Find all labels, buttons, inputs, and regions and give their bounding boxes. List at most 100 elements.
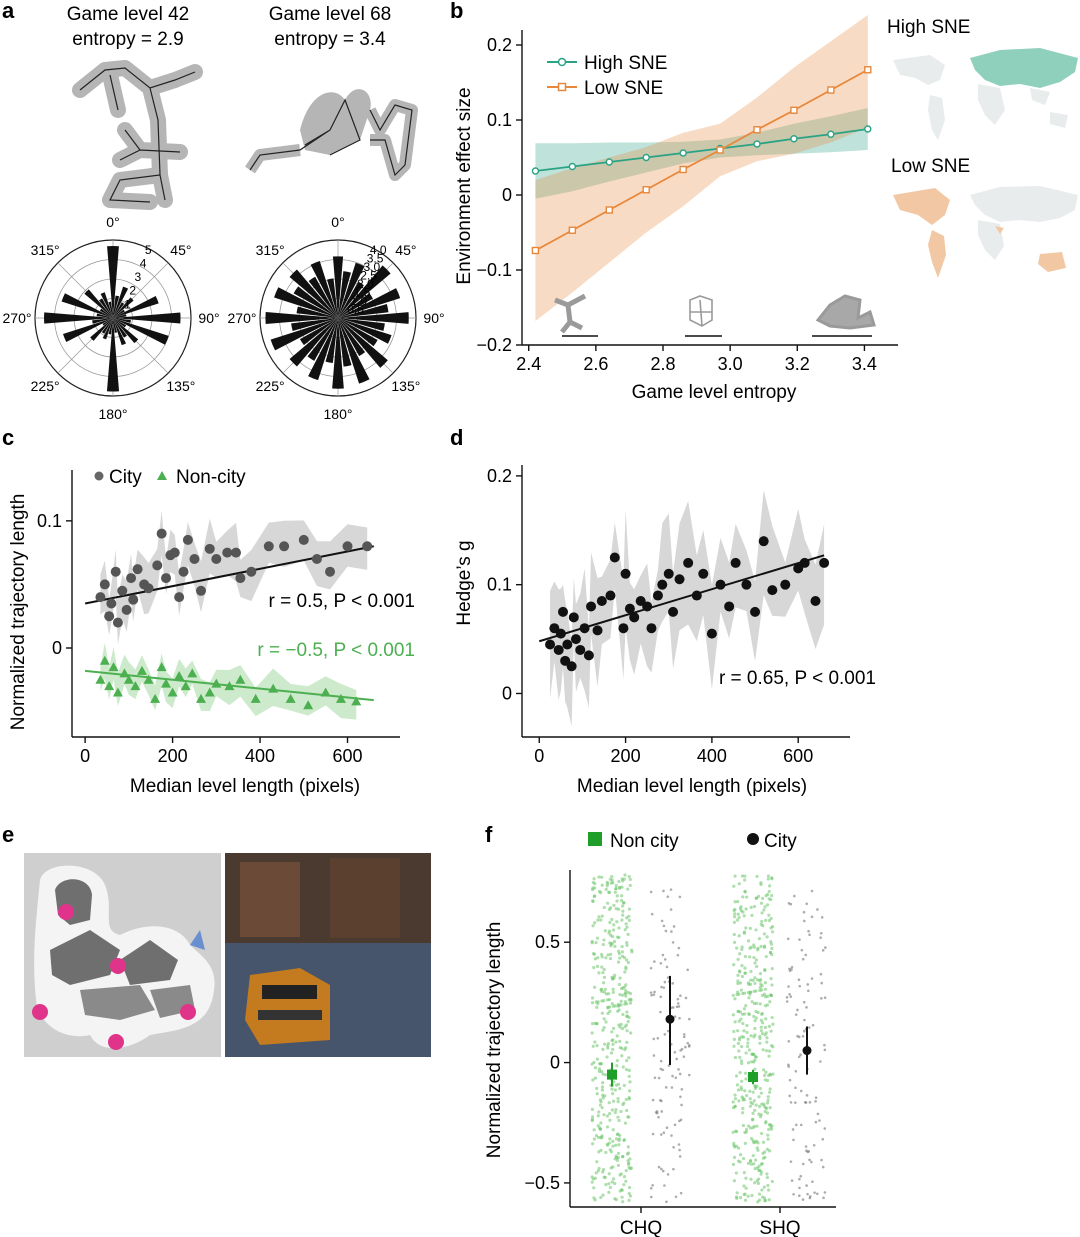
f-city-dot <box>679 1191 683 1195</box>
f-noncity-dot <box>759 1025 763 1029</box>
f-noncity-dot <box>768 1090 772 1094</box>
f-city-dot <box>686 1041 690 1045</box>
c-city-point <box>161 573 172 584</box>
f-city-dot <box>649 1195 653 1199</box>
f-noncity-dot <box>605 1125 610 1129</box>
f-city-dot <box>816 1112 820 1116</box>
f-city-dot <box>680 1103 683 1107</box>
f-noncity-dot <box>625 1014 629 1018</box>
f-city-dot <box>800 948 804 952</box>
f-noncity-dot <box>754 1055 758 1059</box>
b-point-low-sne <box>827 86 835 94</box>
f-city-dot <box>808 1026 811 1029</box>
polar-bin-wedge <box>338 312 409 324</box>
f-noncity-dot <box>732 1179 736 1183</box>
f-noncity-dot <box>744 1127 749 1132</box>
f-noncity-dot <box>767 1198 771 1202</box>
f-noncity-dot <box>617 1137 622 1141</box>
f-city-dot <box>659 1010 662 1014</box>
polar-bin-wedge <box>338 281 364 318</box>
b-ci-band-high-sne <box>535 108 868 199</box>
f-noncity-mean <box>607 1069 617 1080</box>
f-noncity-dot <box>615 1158 620 1162</box>
d-point <box>642 601 653 612</box>
f-noncity-dot <box>738 1070 742 1075</box>
f-noncity-dot <box>748 955 752 959</box>
f-city-dot <box>805 1094 809 1097</box>
f-city-dot <box>805 1184 808 1187</box>
f-noncity-dot <box>767 889 771 894</box>
d-y-tick-label: 0.2 <box>487 466 512 486</box>
f-noncity-dot <box>747 1048 752 1052</box>
f-city-dot <box>664 1086 668 1089</box>
f-noncity-dot <box>751 978 755 982</box>
f-noncity-dot <box>770 983 774 987</box>
c-city-point <box>112 617 123 628</box>
c-x-tick-label: 400 <box>245 746 275 766</box>
f-city-dot <box>678 1072 682 1076</box>
polar-bin-wedge <box>265 312 338 324</box>
f-city-dot <box>659 961 663 965</box>
b-x-tick-label: 2.6 <box>583 354 608 374</box>
f-city-dot <box>652 1054 656 1057</box>
f-noncity-dot <box>616 1156 620 1160</box>
f-noncity-dot <box>733 997 737 1001</box>
f-city-dot <box>663 1033 667 1036</box>
f-noncity-dot <box>622 1175 627 1179</box>
f-noncity-dot <box>607 929 612 933</box>
polar-bin-wedge <box>113 318 169 345</box>
f-city-dot <box>653 960 656 963</box>
d-point <box>767 585 778 596</box>
f-city-dot <box>806 1192 809 1196</box>
f-noncity-dot <box>591 899 595 903</box>
f-noncity-dot <box>618 1189 622 1193</box>
b-x-tick-label: 3.2 <box>785 354 810 374</box>
f-noncity-dot <box>732 915 737 919</box>
polar-bin-wedge <box>338 318 388 368</box>
f-noncity-dot <box>610 1180 614 1184</box>
f-noncity-dot <box>595 1160 599 1164</box>
f-noncity-dot <box>770 952 774 957</box>
f-noncity-dot <box>599 1195 603 1200</box>
f-noncity-dot <box>732 963 736 967</box>
f-noncity-dot <box>760 1031 765 1036</box>
f-city-dot <box>660 1167 663 1171</box>
f-noncity-dot <box>592 1196 596 1200</box>
f-city-dot <box>802 919 806 923</box>
f-noncity-dot <box>593 1066 598 1070</box>
f-city-dot <box>823 1127 827 1130</box>
f-noncity-dot <box>590 1107 594 1111</box>
f-noncity-dot <box>593 985 597 989</box>
f-city-dot <box>649 966 653 970</box>
f-noncity-dot <box>763 1109 767 1114</box>
f-noncity-dot <box>598 1126 602 1130</box>
f-noncity-dot <box>751 1090 755 1094</box>
polar-bin-wedge <box>113 318 127 328</box>
f-city-dot <box>678 1016 681 1020</box>
f-noncity-dot <box>754 896 758 900</box>
f-noncity-dot <box>604 1073 608 1077</box>
polar-bin-wedge <box>106 318 120 392</box>
f-noncity-dot <box>747 1124 751 1128</box>
f-city-dot <box>808 933 811 937</box>
f-noncity-dot <box>590 1021 595 1026</box>
f-city-dot <box>650 993 653 997</box>
f-noncity-dot <box>611 1128 615 1132</box>
d-point <box>819 557 830 568</box>
f-city-dot <box>657 1115 660 1119</box>
f-noncity-dot <box>740 1044 744 1049</box>
f-noncity-dot <box>760 1011 764 1016</box>
c-noncity-point <box>156 662 167 672</box>
c-noncity-point <box>351 696 362 706</box>
f-noncity-dot <box>767 1123 772 1127</box>
f-noncity-dot <box>599 1062 604 1066</box>
f-noncity-dot <box>752 943 756 947</box>
f-noncity-dot <box>604 1020 608 1024</box>
f-noncity-dot <box>610 1038 614 1043</box>
f-noncity-dot <box>760 984 764 988</box>
f-noncity-dot <box>764 1070 768 1074</box>
f-city-dot <box>660 1110 664 1113</box>
f-noncity-dot <box>608 957 613 961</box>
c-city-point <box>126 573 137 584</box>
f-noncity-dot <box>768 1000 772 1004</box>
